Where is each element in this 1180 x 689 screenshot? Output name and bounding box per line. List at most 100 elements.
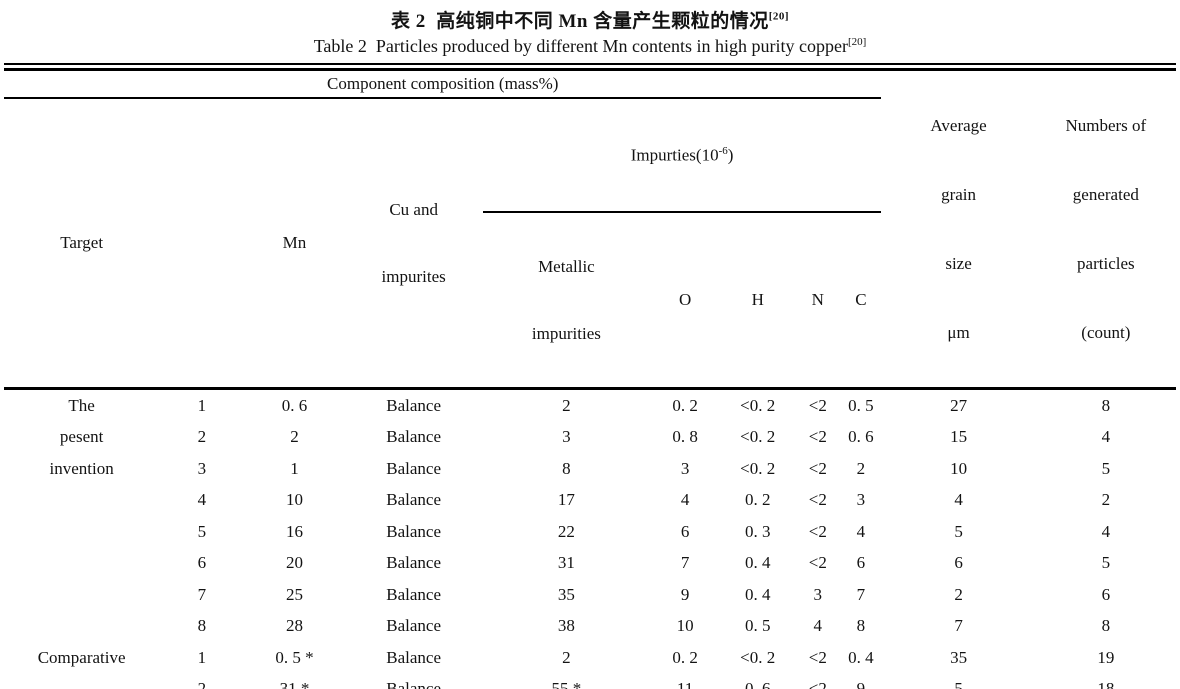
cell-hydrogen: <0. 2 — [740, 427, 776, 447]
cell-generated-particles: 5 — [1101, 553, 1111, 573]
cell-average-grain-size: 2 — [954, 584, 963, 604]
cell-target: The — [68, 395, 95, 415]
cell-oxygen: 4 — [680, 490, 690, 510]
header-target: Target — [60, 233, 104, 252]
cell-hydrogen: <0. 2 — [740, 647, 776, 667]
cell-carbon: 0. 6 — [848, 427, 874, 447]
cell-generated-particles: 8 — [1101, 395, 1111, 415]
header-line: Numbers of — [1065, 116, 1147, 135]
table-row: 2 31 * Balance 55 * 11 0. 6 <2 9 5 18 — [4, 674, 1176, 689]
cell-nitrogen: 4 — [813, 616, 823, 636]
table-container: Component composition (mass%) Average gr… — [4, 63, 1176, 689]
header-oxygen: O — [678, 290, 692, 309]
cell-sample-no: 7 — [197, 584, 207, 604]
particles-data-table: Component composition (mass%) Average gr… — [4, 68, 1176, 689]
cell-carbon: 7 — [856, 584, 866, 604]
header-line: size — [945, 254, 972, 273]
cell-carbon: 4 — [856, 521, 866, 541]
cell-generated-particles: 19 — [1097, 647, 1115, 667]
table-title-zh: 表 2 高纯铜中不同 Mn 含量产生颗粒的情况[20] — [0, 0, 1180, 33]
cell-target — [4, 485, 159, 517]
cell-sample-no: 1 — [197, 647, 207, 667]
header-impurties-text: Impurties(10 — [630, 145, 719, 165]
cell-hydrogen: 0. 3 — [744, 521, 771, 541]
cell-oxygen: 0. 8 — [672, 427, 698, 447]
cell-mn: 25 — [285, 584, 303, 604]
cell-hydrogen: <0. 2 — [740, 458, 776, 478]
cell-carbon: 0. 4 — [848, 647, 874, 667]
cell-carbon: 3 — [856, 490, 866, 510]
table-row: 7 25 Balance 35 9 0. 4 3 7 2 6 — [4, 579, 1176, 611]
cell-hydrogen: 0. 5 — [744, 616, 771, 636]
cell-nitrogen: <2 — [808, 395, 827, 415]
cell-cu-and-impurites: Balance — [386, 584, 442, 604]
cell-sample-no: 4 — [197, 490, 207, 510]
cell-oxygen: 3 — [680, 458, 690, 478]
cell-average-grain-size: 6 — [954, 553, 963, 573]
cell-oxygen: 10 — [676, 616, 694, 636]
cell-metallic-impurities: 2 — [562, 395, 571, 415]
header-numbers-of-particles: Numbers of generated particles (count) — [1036, 70, 1176, 389]
table-body: The 1 0. 6 Balance 2 0. 2 <0. 2 <2 0. 5 … — [4, 389, 1176, 689]
cell-cu-and-impurites: Balance — [386, 616, 442, 636]
cell-generated-particles: 4 — [1101, 521, 1111, 541]
cell-sample-no: 5 — [197, 521, 207, 541]
cell-generated-particles: 5 — [1101, 458, 1111, 478]
cell-hydrogen: 0. 6 — [744, 679, 771, 689]
header-carbon: C — [855, 290, 867, 309]
header-average-grain-size: Average grain size μm — [881, 70, 1035, 389]
header-cu-and-impurites: Cu and impurites — [345, 98, 483, 389]
cell-cu-and-impurites: Balance — [386, 647, 442, 667]
cell-metallic-impurities: 22 — [557, 521, 575, 541]
cell-generated-particles: 18 — [1097, 679, 1115, 689]
cell-nitrogen: <2 — [808, 427, 827, 447]
cell-cu-and-impurites: Balance — [386, 427, 442, 447]
cell-sample-no: 2 — [197, 679, 207, 689]
cell-carbon: 8 — [856, 616, 866, 636]
cell-mn: 2 — [290, 427, 299, 447]
cell-mn: 10 — [285, 490, 303, 510]
cell-average-grain-size: 5 — [954, 521, 963, 541]
cell-metallic-impurities: 3 — [562, 427, 571, 447]
header-component-composition: Component composition (mass%) — [4, 69, 882, 99]
cell-oxygen: 6 — [680, 521, 690, 541]
cell-nitrogen: <2 — [808, 553, 827, 573]
header-line: μm — [947, 323, 970, 342]
cell-nitrogen: <2 — [808, 647, 827, 667]
cell-hydrogen: 0. 2 — [744, 490, 771, 510]
cell-nitrogen: <2 — [808, 490, 827, 510]
header-impurties: Impurties(10-6) — [482, 98, 882, 213]
header-impurties-close: ) — [727, 145, 734, 165]
cell-sample-no: 8 — [197, 616, 207, 636]
table-row: 4 10 Balance 17 4 0. 2 <2 3 4 2 — [4, 485, 1176, 517]
header-line: Average — [930, 116, 987, 135]
cell-cu-and-impurites: Balance — [386, 521, 442, 541]
cell-nitrogen: <2 — [808, 458, 827, 478]
cell-mn: 31 * — [279, 679, 310, 689]
cell-mn: 0. 6 — [281, 395, 308, 415]
header-sample-no — [159, 98, 244, 389]
cell-sample-no: 1 — [197, 395, 207, 415]
cell-nitrogen: 3 — [813, 584, 823, 604]
cell-average-grain-size: 27 — [950, 395, 968, 415]
header-line: (count) — [1081, 323, 1131, 342]
cell-hydrogen: 0. 4 — [744, 553, 771, 573]
cell-average-grain-size: 10 — [950, 458, 968, 478]
cell-metallic-impurities: 31 — [557, 553, 575, 573]
header-nitrogen: N — [811, 290, 824, 309]
cell-cu-and-impurites: Balance — [386, 458, 442, 478]
table-title-zh-text: 表 2 高纯铜中不同 Mn 含量产生颗粒的情况 — [390, 11, 769, 32]
cell-carbon: 9 — [856, 679, 866, 689]
header-line: particles — [1077, 254, 1135, 273]
header-line: generated — [1072, 185, 1139, 204]
cell-hydrogen: 0. 4 — [744, 584, 771, 604]
cell-carbon: 6 — [856, 553, 866, 573]
header-line: Metallic — [538, 257, 595, 276]
cell-target — [4, 579, 159, 611]
cell-oxygen: 9 — [680, 584, 690, 604]
cell-target — [4, 674, 159, 689]
cell-average-grain-size: 5 — [954, 679, 963, 689]
cell-target: Comparative — [37, 647, 126, 667]
cell-carbon: 2 — [856, 458, 866, 478]
cell-average-grain-size: 35 — [950, 647, 968, 667]
